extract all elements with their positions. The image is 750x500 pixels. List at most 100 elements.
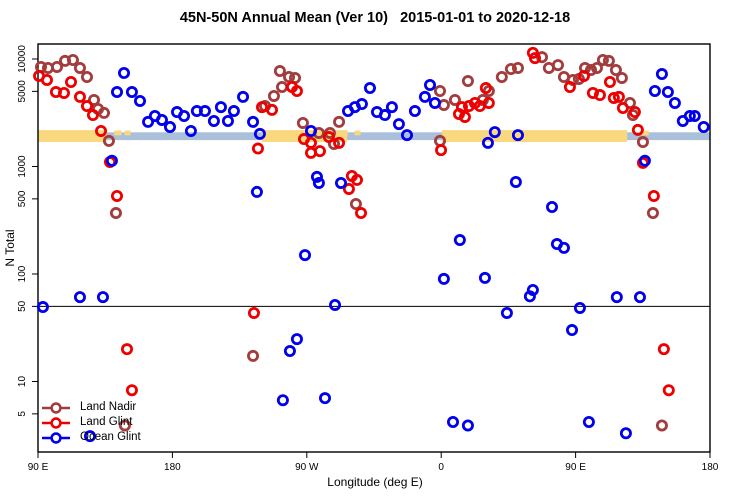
data-point-land-nadir xyxy=(646,207,659,220)
data-point-ocean-glint xyxy=(566,324,579,337)
land-band-patch xyxy=(354,130,361,136)
data-point-ocean-glint xyxy=(655,68,668,81)
land-band xyxy=(38,130,107,143)
data-point-ocean-glint xyxy=(283,345,296,358)
data-point-ocean-glint xyxy=(312,176,325,189)
data-point-ocean-glint xyxy=(697,121,710,134)
legend-label: Ocean Glint xyxy=(80,431,141,443)
ocean-band xyxy=(627,132,710,141)
data-point-ocean-glint xyxy=(253,127,266,140)
data-point-land-nadir xyxy=(504,63,517,76)
y-tick-label: 1000 xyxy=(17,155,28,178)
data-point-ocean-glint xyxy=(73,291,86,304)
land-band-patch xyxy=(344,130,348,136)
data-point-ocean-glint xyxy=(557,241,570,254)
data-point-land-nadir xyxy=(615,71,628,84)
land-band xyxy=(262,130,348,143)
data-point-ocean-glint xyxy=(83,430,96,443)
data-point-ocean-glint xyxy=(378,109,391,122)
data-point-ocean-glint xyxy=(461,419,474,432)
data-point-land-glint xyxy=(251,142,264,155)
data-point-land-nadir xyxy=(102,134,115,147)
data-point-land-nadir xyxy=(609,64,622,77)
data-point-ocean-glint xyxy=(633,291,646,304)
plot-border xyxy=(37,43,711,453)
data-point-land-glint xyxy=(290,84,303,97)
data-point-land-nadir xyxy=(655,419,668,432)
data-point-land-glint xyxy=(563,80,576,93)
data-point-land-glint xyxy=(73,90,86,103)
data-point-land-glint xyxy=(628,106,641,119)
data-point-ocean-glint xyxy=(319,392,332,405)
data-point-land-nadir xyxy=(333,115,346,128)
data-point-ocean-glint xyxy=(329,298,342,311)
data-point-ocean-glint xyxy=(683,109,696,122)
data-point-ocean-glint xyxy=(36,301,49,314)
data-point-ocean-glint xyxy=(453,234,466,247)
data-point-land-glint xyxy=(593,89,606,102)
x-tick-label: 90 W xyxy=(295,462,319,473)
legend-symbol-icon xyxy=(42,401,70,414)
data-point-ocean-glint xyxy=(446,416,459,429)
x-tick-label: 0 xyxy=(438,462,444,473)
land-band-patch xyxy=(639,130,649,136)
data-point-ocean-glint xyxy=(247,115,260,128)
data-point-land-nadir xyxy=(267,89,280,102)
data-point-ocean-glint xyxy=(500,306,513,319)
data-point-land-nadir xyxy=(50,60,63,73)
data-point-ocean-glint xyxy=(221,115,234,128)
legend-label: Land Glint xyxy=(80,416,133,428)
data-point-ocean-glint xyxy=(155,113,168,126)
y-tick-label: 10000 xyxy=(17,45,28,73)
y-tick-label: 5000 xyxy=(17,80,28,103)
y-tick-label: 50 xyxy=(17,300,28,312)
data-point-land-glint xyxy=(355,207,368,220)
data-point-ocean-glint xyxy=(526,283,539,296)
data-point-ocean-glint xyxy=(423,78,436,91)
data-point-land-glint xyxy=(125,384,138,397)
data-point-land-glint xyxy=(612,90,625,103)
land-band-patch xyxy=(124,130,131,136)
data-point-ocean-glint xyxy=(96,291,109,304)
data-point-ocean-glint xyxy=(648,84,661,97)
data-point-land-glint xyxy=(528,52,541,65)
data-point-land-glint xyxy=(342,182,355,195)
legend-symbol-icon xyxy=(42,416,70,429)
data-point-ocean-glint xyxy=(310,170,323,183)
data-point-ocean-glint xyxy=(408,105,421,118)
data-point-ocean-glint xyxy=(688,109,701,122)
data-point-land-glint xyxy=(435,144,448,157)
legend-item: Land Nadir xyxy=(41,400,141,415)
data-point-ocean-glint xyxy=(509,175,522,188)
data-point-land-glint xyxy=(322,131,335,144)
data-point-ocean-glint xyxy=(105,154,118,167)
data-point-ocean-glint xyxy=(363,82,376,95)
data-point-ocean-glint xyxy=(299,249,312,262)
data-point-land-nadir xyxy=(551,59,564,72)
data-point-ocean-glint xyxy=(437,272,450,285)
data-point-land-nadir xyxy=(584,64,597,77)
data-point-land-glint xyxy=(607,91,620,104)
data-point-land-nadir xyxy=(511,61,524,74)
data-point-land-glint xyxy=(479,82,492,95)
data-point-land-nadir xyxy=(80,71,93,84)
data-point-land-nadir xyxy=(296,116,309,129)
data-point-ocean-glint xyxy=(237,90,250,103)
legend-symbol-icon xyxy=(42,431,70,444)
data-point-land-glint xyxy=(616,102,629,115)
data-point-land-glint xyxy=(247,306,260,319)
data-point-land-glint xyxy=(266,103,279,116)
data-point-land-glint xyxy=(647,189,660,202)
data-point-land-glint xyxy=(110,189,123,202)
data-point-ocean-glint xyxy=(638,154,651,167)
data-point-ocean-glint xyxy=(276,394,289,407)
data-point-ocean-glint xyxy=(392,118,405,131)
data-point-land-glint xyxy=(482,96,495,109)
data-point-ocean-glint xyxy=(164,121,177,134)
land-band-patch xyxy=(114,130,122,136)
data-point-land-glint xyxy=(350,173,363,186)
data-point-land-nadir xyxy=(276,80,289,93)
data-point-ocean-glint xyxy=(178,109,191,122)
data-point-ocean-glint xyxy=(546,201,559,214)
